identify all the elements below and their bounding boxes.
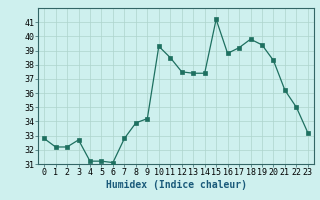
X-axis label: Humidex (Indice chaleur): Humidex (Indice chaleur)	[106, 180, 246, 190]
